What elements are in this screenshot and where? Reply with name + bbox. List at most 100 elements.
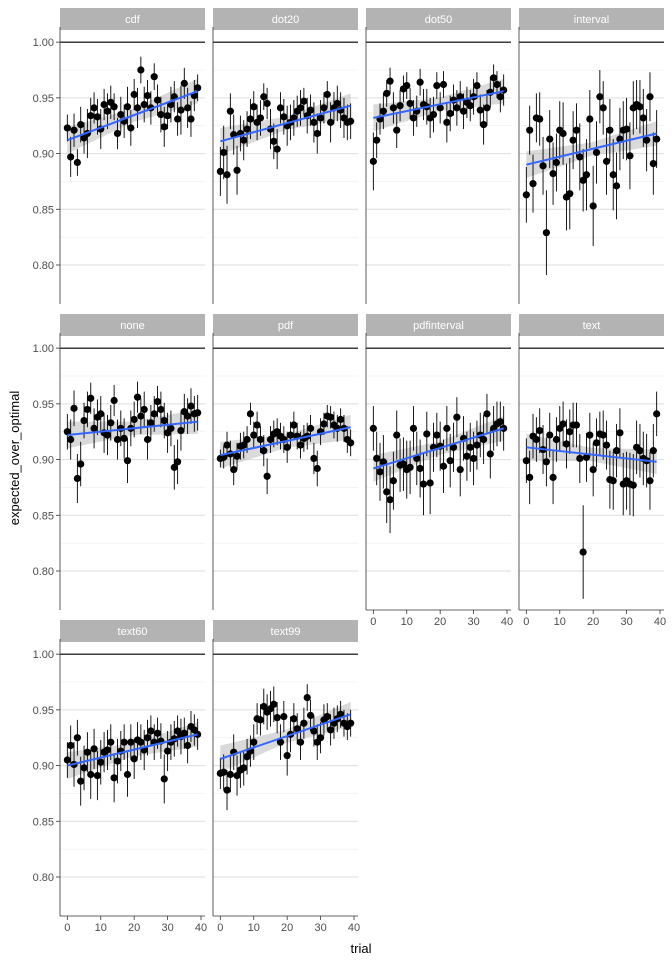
data-point xyxy=(433,431,441,439)
data-point xyxy=(187,402,195,410)
data-point xyxy=(616,429,624,437)
data-point xyxy=(582,453,591,461)
data-point xyxy=(636,447,644,455)
x-tick-label: 0 xyxy=(523,616,529,628)
data-point xyxy=(453,104,461,112)
data-point xyxy=(123,770,132,779)
y-tick-label: 0.80 xyxy=(33,872,54,884)
x-tick-label: 30 xyxy=(620,616,632,628)
data-point xyxy=(137,412,145,420)
data-point xyxy=(260,447,268,455)
data-point xyxy=(77,460,85,468)
data-point xyxy=(180,729,188,737)
data-point xyxy=(406,99,414,108)
data-point xyxy=(466,443,474,451)
data-point xyxy=(337,415,345,424)
data-point xyxy=(579,548,587,556)
data-point xyxy=(87,394,95,402)
data-point xyxy=(333,99,341,108)
data-point xyxy=(83,405,91,414)
data-point xyxy=(552,435,561,444)
data-point xyxy=(93,113,102,121)
facet-strip xyxy=(60,8,205,30)
data-point xyxy=(456,466,464,474)
data-point xyxy=(649,160,657,168)
data-point xyxy=(174,115,182,123)
data-point xyxy=(226,107,234,115)
data-point xyxy=(313,129,321,138)
data-point xyxy=(153,729,162,737)
data-point xyxy=(256,435,265,444)
data-point xyxy=(110,103,118,111)
trend-line xyxy=(220,104,351,143)
data-point xyxy=(609,171,617,179)
data-point xyxy=(147,727,155,735)
data-point xyxy=(160,123,168,131)
data-point xyxy=(320,420,328,428)
data-point xyxy=(446,109,454,118)
data-point xyxy=(276,104,285,112)
data-point xyxy=(83,748,91,756)
data-point xyxy=(67,435,75,444)
data-point xyxy=(369,157,377,165)
data-point xyxy=(130,90,138,99)
data-point xyxy=(276,738,285,746)
x-tick-label: 0 xyxy=(64,922,70,934)
data-point xyxy=(226,770,234,779)
data-point xyxy=(150,410,158,418)
data-point xyxy=(589,466,597,474)
data-point xyxy=(483,410,491,418)
data-point xyxy=(542,229,550,237)
data-point xyxy=(436,104,444,112)
data-point xyxy=(552,158,561,167)
data-point xyxy=(67,153,75,161)
data-point xyxy=(526,126,534,134)
data-point xyxy=(123,457,132,465)
facet-strip xyxy=(213,620,358,642)
data-point xyxy=(373,136,381,144)
x-tick-label: 10 xyxy=(401,616,413,628)
data-point xyxy=(280,113,288,121)
data-point xyxy=(120,434,128,442)
data-point xyxy=(97,758,105,766)
data-point xyxy=(323,712,331,721)
data-point xyxy=(389,477,397,485)
data-point xyxy=(653,410,661,418)
data-point xyxy=(184,741,192,750)
data-point xyxy=(589,202,597,210)
data-point xyxy=(223,171,231,179)
y-tick-label: 0.90 xyxy=(33,761,54,773)
data-point xyxy=(483,104,491,112)
panel-pdf: pdf xyxy=(212,314,358,610)
data-point xyxy=(303,694,311,702)
data-point xyxy=(97,410,105,418)
data-point xyxy=(393,431,401,439)
data-point xyxy=(443,424,451,432)
data-point xyxy=(562,440,571,448)
facet-strip xyxy=(366,314,511,336)
data-point xyxy=(582,171,591,179)
data-point xyxy=(290,421,298,429)
data-point xyxy=(347,719,355,727)
facet-strip-label: pdf xyxy=(278,320,294,332)
data-point xyxy=(107,738,115,746)
data-point xyxy=(194,409,202,417)
x-tick-label: 30 xyxy=(161,922,173,934)
data-point xyxy=(496,418,504,426)
data-point xyxy=(103,746,112,754)
data-point xyxy=(409,424,418,432)
data-point xyxy=(599,104,607,112)
data-point xyxy=(296,104,305,112)
data-point xyxy=(347,439,355,447)
data-point xyxy=(592,148,601,157)
x-tick-label: 10 xyxy=(248,922,260,934)
data-point xyxy=(233,452,241,460)
data-point xyxy=(546,135,554,143)
data-point xyxy=(606,126,614,134)
data-point xyxy=(446,457,454,465)
data-point xyxy=(270,700,278,708)
data-point xyxy=(539,162,547,170)
data-point xyxy=(153,96,162,104)
data-point xyxy=(310,727,318,735)
